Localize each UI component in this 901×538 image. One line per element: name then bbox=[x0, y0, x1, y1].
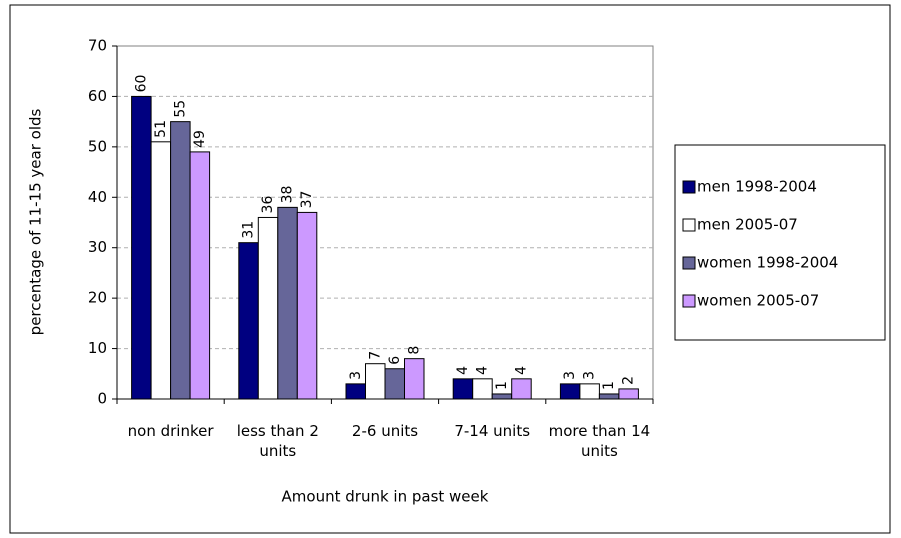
value-label: 60 bbox=[133, 75, 149, 93]
bar bbox=[345, 383, 366, 400]
x-tick-label: 2-6 units bbox=[351, 422, 419, 440]
x-axis-title: Amount drunk in past week bbox=[282, 488, 489, 506]
bar bbox=[296, 211, 318, 400]
bar bbox=[452, 378, 474, 400]
value-label: 2 bbox=[621, 376, 637, 385]
value-label: 7 bbox=[367, 351, 383, 360]
value-label: 49 bbox=[192, 130, 208, 148]
bar bbox=[579, 383, 600, 400]
bar bbox=[365, 363, 386, 400]
value-label: 3 bbox=[348, 371, 364, 380]
y-axis-title: percentage of 11-15 year olds bbox=[27, 108, 45, 335]
value-label: 1 bbox=[494, 381, 510, 390]
legend-swatch bbox=[682, 294, 696, 308]
value-label: 3 bbox=[582, 371, 598, 380]
bar bbox=[170, 121, 191, 400]
value-label: 31 bbox=[241, 221, 257, 239]
bar bbox=[238, 242, 259, 400]
value-label: 8 bbox=[406, 346, 422, 355]
bar bbox=[189, 151, 211, 400]
value-label: 4 bbox=[474, 366, 490, 375]
y-tick-label: 70 bbox=[88, 37, 107, 55]
bar bbox=[559, 383, 581, 400]
y-tick-label: 30 bbox=[88, 238, 107, 256]
value-label: 3 bbox=[562, 371, 578, 380]
value-label: 4 bbox=[455, 366, 471, 375]
y-tick-label: 60 bbox=[88, 87, 107, 105]
bar bbox=[404, 358, 425, 400]
y-tick-label: 50 bbox=[88, 137, 107, 155]
legend-swatch bbox=[682, 218, 696, 232]
value-label: 51 bbox=[153, 120, 169, 138]
bar bbox=[131, 95, 152, 400]
bar bbox=[150, 141, 172, 400]
legend-label: men 2005-07 bbox=[697, 216, 798, 234]
value-label: 36 bbox=[260, 196, 276, 214]
bar bbox=[384, 368, 405, 400]
bar bbox=[618, 388, 639, 400]
bar bbox=[511, 378, 532, 400]
y-tick-label: 0 bbox=[97, 390, 107, 408]
legend-swatch bbox=[682, 180, 696, 194]
x-tick-label: more than 14 units bbox=[548, 422, 651, 460]
legend-label: men 1998-2004 bbox=[697, 178, 817, 196]
y-tick-label: 40 bbox=[88, 188, 107, 206]
bar bbox=[277, 206, 298, 400]
bar bbox=[598, 393, 620, 400]
legend-swatch bbox=[682, 256, 696, 270]
value-label: 6 bbox=[387, 356, 403, 365]
value-label: 1 bbox=[601, 381, 617, 390]
value-label: 38 bbox=[280, 186, 296, 204]
legend-label: women 2005-07 bbox=[697, 292, 819, 310]
legend-label: women 1998-2004 bbox=[697, 254, 838, 272]
y-tick-label: 10 bbox=[88, 339, 107, 357]
bar bbox=[491, 393, 513, 400]
value-label: 37 bbox=[299, 191, 315, 209]
x-tick-label: 7-14 units bbox=[454, 422, 531, 440]
bar bbox=[472, 378, 493, 400]
y-tick-label: 20 bbox=[88, 289, 107, 307]
x-tick-label: less than 2 units bbox=[236, 422, 319, 460]
bar bbox=[257, 216, 279, 400]
x-tick-label: non drinker bbox=[127, 422, 214, 440]
legend-box bbox=[674, 144, 886, 341]
value-label: 4 bbox=[513, 366, 529, 375]
value-label: 55 bbox=[172, 100, 188, 118]
